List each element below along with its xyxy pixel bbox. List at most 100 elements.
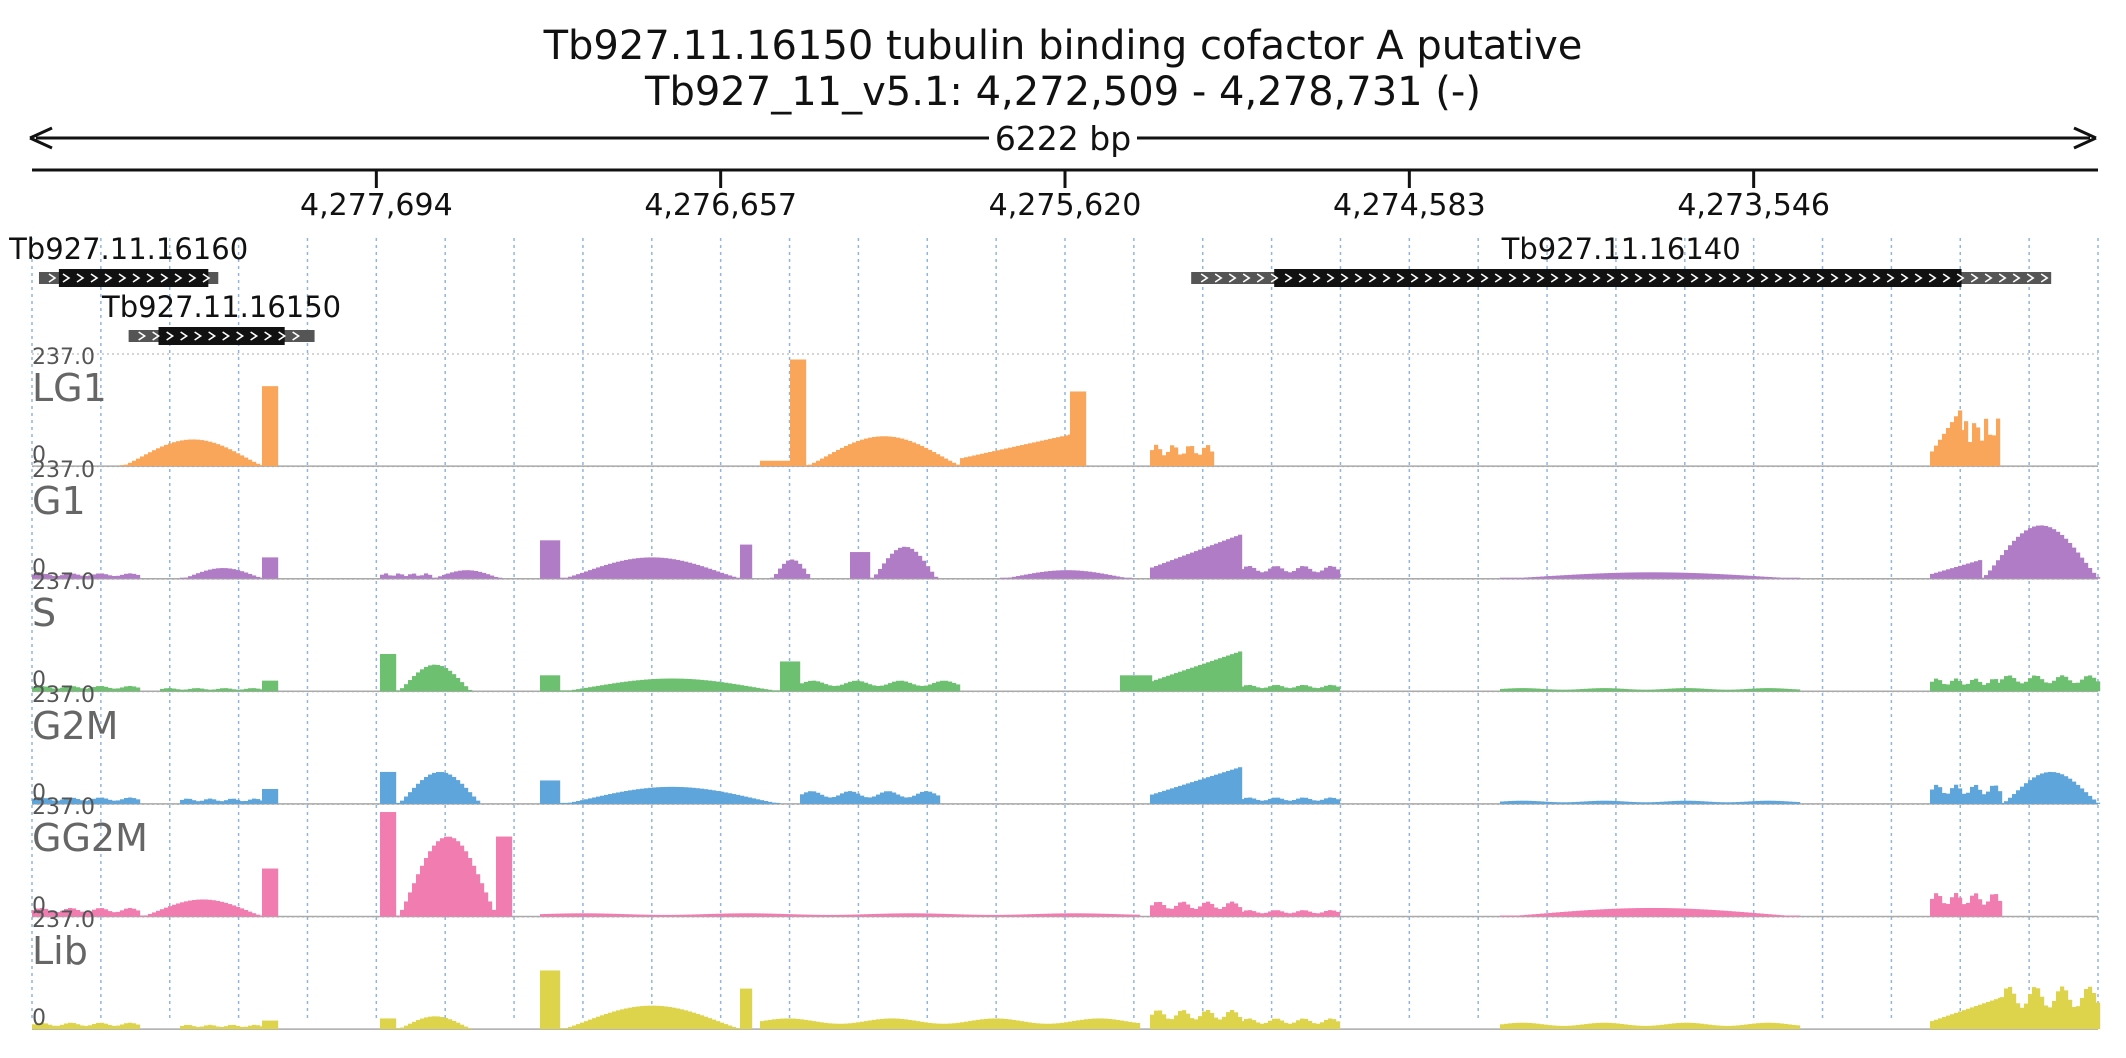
coverage-bar xyxy=(1136,914,1141,917)
coverage-bar xyxy=(1028,914,1033,917)
coverage-bar xyxy=(652,914,657,917)
coverage-bar xyxy=(2084,676,2089,692)
coverage-bar xyxy=(1628,1024,1633,1030)
coverage-bar xyxy=(2024,1003,2029,1030)
coverage-bar xyxy=(96,573,101,579)
strand-chevron xyxy=(180,331,189,341)
coverage-bar xyxy=(484,892,489,917)
coverage-bar xyxy=(988,914,993,917)
coverage-bar xyxy=(1648,572,1653,579)
coverage-bar xyxy=(1288,1023,1293,1030)
coverage-bar xyxy=(914,551,919,579)
coverage-bar xyxy=(248,688,253,692)
coverage-bar xyxy=(932,682,937,692)
coverage-bar xyxy=(400,574,405,579)
coverage-bar xyxy=(432,1016,437,1030)
coverage-bar xyxy=(1636,572,1641,579)
coverage-bar xyxy=(748,913,753,917)
coverage-bar xyxy=(2000,997,2005,1030)
coverage-bar xyxy=(560,690,565,692)
coverage-bar xyxy=(1792,1024,1797,1030)
coverage-bar xyxy=(688,562,693,579)
coverage-bar xyxy=(956,684,961,692)
coverage-bar xyxy=(788,1018,793,1030)
coverage-bar xyxy=(1088,1018,1093,1030)
coverage-bar xyxy=(1324,567,1329,579)
coverage-bar xyxy=(1632,802,1637,804)
coverage-bar xyxy=(1276,797,1281,804)
coverage-bar xyxy=(760,460,765,467)
coverage-bar xyxy=(262,557,267,579)
coverage-bar xyxy=(60,1024,65,1030)
coverage-bar xyxy=(1174,1015,1179,1030)
coverage-bar xyxy=(274,557,279,579)
coverage-bar xyxy=(1508,801,1513,804)
coverage-bar xyxy=(460,682,465,692)
coverage-bar xyxy=(1552,912,1557,917)
coverage-bar xyxy=(2080,679,2085,692)
coverage-bar xyxy=(700,1015,705,1030)
coverage-bar xyxy=(1272,1018,1277,1030)
coverage-bar xyxy=(1720,574,1725,579)
coverage-bar xyxy=(928,449,933,467)
coverage-bar xyxy=(552,970,557,1030)
coverage-bar xyxy=(188,576,193,579)
coverage-bar xyxy=(396,690,401,692)
coverage-bar xyxy=(2036,775,2041,804)
coverage-bar xyxy=(2068,778,2073,804)
coverage-bar xyxy=(1048,1023,1053,1030)
coverage-bar xyxy=(2092,677,2097,692)
coverage-bar xyxy=(112,912,117,917)
coverage-bar xyxy=(2040,996,2045,1030)
coverage-bar xyxy=(1128,1021,1133,1030)
coverage-bar xyxy=(824,684,829,692)
coverage-bar xyxy=(1024,914,1029,917)
coverage-bar xyxy=(2040,679,2045,692)
coverage-bar xyxy=(920,913,925,917)
strand-chevron xyxy=(1578,273,1587,283)
coverage-bar xyxy=(508,836,513,917)
coverage-bar xyxy=(812,462,817,467)
coverage-bar xyxy=(1202,548,1207,579)
coverage-bar xyxy=(1316,688,1321,692)
coverage-bar xyxy=(1170,560,1175,579)
coverage-bar xyxy=(432,664,437,692)
coverage-bar xyxy=(1668,572,1673,579)
coverage-bar xyxy=(852,1022,857,1030)
coverage-bar xyxy=(740,988,745,1030)
coverage-bar xyxy=(468,1028,473,1030)
coverage-bar xyxy=(756,799,761,804)
coverage-bar xyxy=(1280,568,1285,579)
coverage-bar xyxy=(988,1018,993,1030)
coverage-bar xyxy=(624,559,629,579)
coverage-bar xyxy=(548,913,553,917)
coverage-bar xyxy=(1244,566,1249,579)
coverage-bar xyxy=(1628,689,1633,692)
coverage-bar xyxy=(1116,914,1121,917)
strand-chevron xyxy=(2040,273,2049,283)
coverage-bar xyxy=(1088,571,1093,579)
coverage-bar xyxy=(1588,1023,1593,1030)
coverage-bar xyxy=(180,689,185,692)
coverage-bar xyxy=(1260,1023,1265,1030)
coverage-bar xyxy=(1206,546,1211,579)
coverage-bar xyxy=(992,1018,997,1030)
coverage-bar xyxy=(802,359,807,467)
coverage-bar xyxy=(764,460,769,467)
coverage-bar xyxy=(1320,687,1325,692)
coverage-bar xyxy=(2060,986,2065,1030)
coverage-bar xyxy=(560,577,565,579)
coverage-bar xyxy=(948,460,953,467)
coverage-bar xyxy=(1088,913,1093,917)
coverage-bar xyxy=(420,575,425,579)
coverage-bar xyxy=(1584,1024,1589,1030)
coverage-bar xyxy=(1942,684,1947,692)
coverage-bar xyxy=(692,1012,697,1030)
coverage-bar xyxy=(1620,572,1625,579)
coverage-bar xyxy=(708,680,713,692)
coverage-bar xyxy=(104,1023,109,1030)
coverage-bar xyxy=(1012,914,1017,917)
coverage-bar xyxy=(1528,1022,1533,1030)
coverage-bar xyxy=(40,573,45,579)
